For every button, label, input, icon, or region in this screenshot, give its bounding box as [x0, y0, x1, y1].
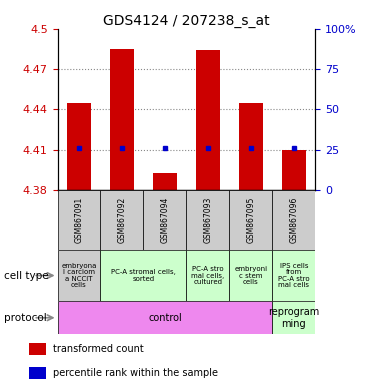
- Text: percentile rank within the sample: percentile rank within the sample: [53, 368, 218, 378]
- Bar: [239, 103, 263, 190]
- Bar: [186, 250, 229, 301]
- Text: embryoni
c stem
cells: embryoni c stem cells: [234, 266, 267, 285]
- Bar: [67, 103, 91, 190]
- Bar: [58, 250, 101, 301]
- Text: GSM867096: GSM867096: [289, 197, 298, 243]
- Bar: [29, 343, 46, 355]
- Bar: [144, 190, 186, 250]
- Text: PC-A stromal cells,
sorted: PC-A stromal cells, sorted: [111, 269, 176, 282]
- Title: GDS4124 / 207238_s_at: GDS4124 / 207238_s_at: [103, 14, 270, 28]
- Text: GSM867095: GSM867095: [246, 197, 255, 243]
- Bar: [110, 49, 134, 190]
- Text: embryona
l carciom
a NCCIT
cells: embryona l carciom a NCCIT cells: [61, 263, 97, 288]
- Bar: [101, 190, 144, 250]
- Bar: [58, 190, 101, 250]
- Bar: [196, 50, 220, 190]
- Bar: [272, 301, 315, 334]
- Bar: [229, 190, 272, 250]
- Text: PC-A stro
mal cells,
cultured: PC-A stro mal cells, cultured: [191, 266, 224, 285]
- Text: IPS cells
from
PC-A stro
mal cells: IPS cells from PC-A stro mal cells: [278, 263, 310, 288]
- Text: cell type: cell type: [4, 270, 48, 281]
- Bar: [58, 301, 272, 334]
- Text: GSM867091: GSM867091: [75, 197, 83, 243]
- Bar: [229, 250, 272, 301]
- Text: GSM867094: GSM867094: [160, 197, 170, 243]
- Bar: [101, 250, 186, 301]
- Bar: [29, 366, 46, 379]
- Bar: [272, 190, 315, 250]
- Text: GSM867093: GSM867093: [203, 197, 213, 243]
- Text: protocol: protocol: [4, 313, 46, 323]
- Bar: [272, 250, 315, 301]
- Text: control: control: [148, 313, 182, 323]
- Bar: [153, 173, 177, 190]
- Text: transformed count: transformed count: [53, 344, 144, 354]
- Text: GSM867092: GSM867092: [118, 197, 127, 243]
- Bar: [282, 150, 306, 190]
- Bar: [186, 190, 229, 250]
- Text: reprogram
ming: reprogram ming: [268, 307, 319, 329]
